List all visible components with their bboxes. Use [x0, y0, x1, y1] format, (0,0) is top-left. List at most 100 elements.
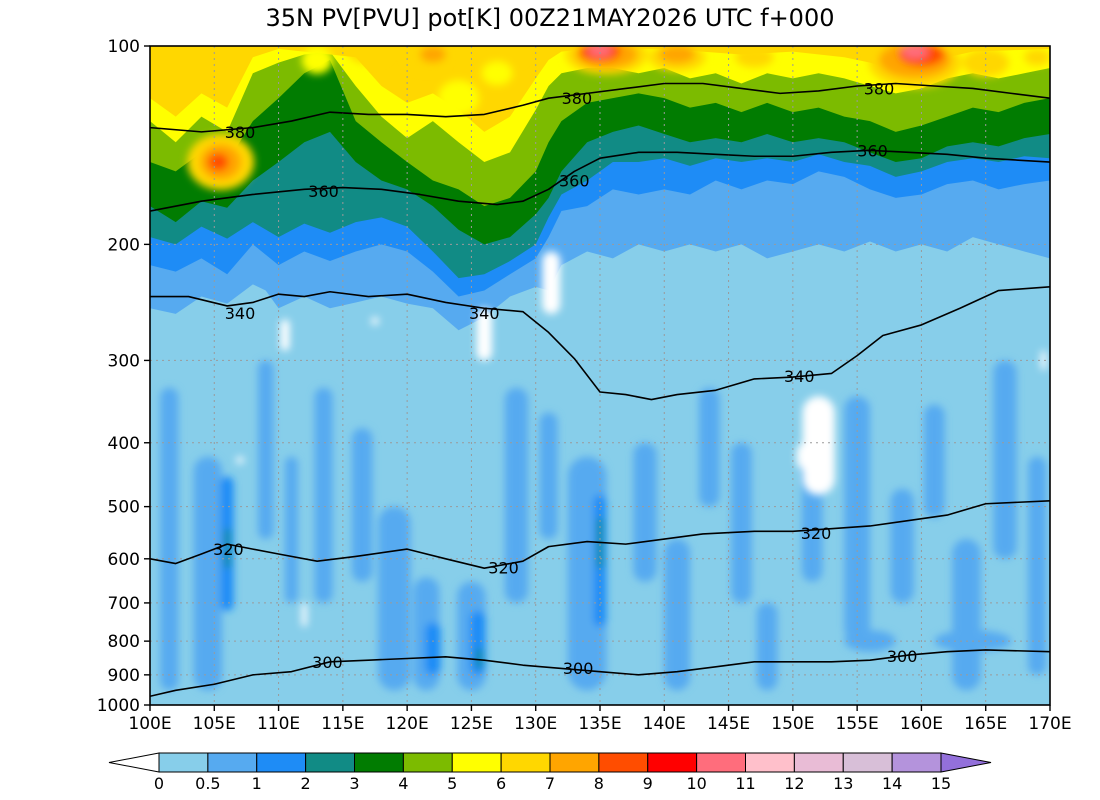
- colorbar-min-extension: [108, 752, 160, 773]
- x-tick-label: 110E: [257, 714, 300, 734]
- colorbar-label: 5: [447, 774, 457, 793]
- pv-field: [150, 46, 1050, 705]
- pv-maximum: [438, 80, 480, 117]
- colorbar-segment: [696, 752, 746, 773]
- pv-streak: [476, 648, 482, 669]
- theta-contour-380: [150, 82, 1050, 133]
- theta-contour-label: 360: [559, 172, 590, 191]
- pv-maximum: [494, 46, 526, 64]
- x-tick-label: 170E: [1028, 714, 1071, 734]
- pv-streak: [224, 528, 230, 569]
- y-tick-label: 100: [108, 37, 140, 57]
- theta-contour-label: 380: [562, 89, 593, 108]
- colorbar-label: 0: [154, 774, 164, 793]
- colorbar-label: 7: [545, 774, 555, 793]
- colorbar-segment: [549, 752, 600, 773]
- pv-band-6: [150, 46, 1050, 132]
- x-tick-label: 135E: [578, 714, 621, 734]
- y-tick-label: 700: [108, 594, 140, 614]
- colorbar-label: 10: [686, 774, 706, 793]
- colorbar-segment: [891, 752, 942, 773]
- pv-maximum: [735, 47, 774, 68]
- x-tick-label: 160E: [900, 714, 943, 734]
- y-tick-label: 400: [108, 434, 140, 454]
- x-tick-label: 120E: [386, 714, 429, 734]
- y-tick-label: 1000: [97, 696, 140, 716]
- pv-streak: [844, 396, 870, 642]
- colorbar-segment: [402, 752, 453, 773]
- theta-contour-label: 300: [312, 653, 343, 672]
- pv-streak: [425, 622, 441, 675]
- colorbar-label: 4: [398, 774, 408, 793]
- pv-streak: [731, 442, 752, 603]
- negative-pv-area: [542, 251, 561, 314]
- x-tick-label: 150E: [771, 714, 814, 734]
- theta-contour-label: 340: [469, 304, 500, 323]
- negative-pv-area: [1041, 350, 1047, 370]
- colorbar-segment: [745, 752, 795, 773]
- theta-contour-label: 340: [225, 304, 256, 323]
- y-tick-label: 500: [108, 498, 140, 518]
- y-tick-label: 800: [108, 632, 140, 652]
- pv-streaks: [160, 360, 1047, 691]
- theta-contour-label: 380: [225, 123, 256, 142]
- colorbar-label: 8: [594, 774, 604, 793]
- pv-streak: [664, 539, 690, 691]
- negative-pv-area: [371, 317, 379, 325]
- colorbar: 0 0.5 1 2 3 4 5 6 7 8 9 10 11 12 13 14 15: [108, 752, 992, 793]
- pv-streak: [314, 387, 333, 603]
- axes: 100E 105E 110E 115E 120E 125E 130E 135E 140E 145E…: [97, 37, 1072, 734]
- pv-maximum: [962, 48, 1009, 77]
- colorbar-segment: [793, 752, 844, 773]
- theta-contour-300: [150, 649, 1050, 698]
- colorbar-segment: [451, 752, 502, 773]
- pv-streak: [890, 488, 914, 603]
- pv-maxima: [187, 46, 1050, 191]
- colorbar-segment: [207, 752, 258, 773]
- x-tick-label: 100E: [128, 714, 171, 734]
- colorbar-max-extension: [940, 752, 992, 773]
- pv-maximum: [588, 46, 612, 57]
- pv-streak: [993, 360, 1017, 559]
- pv-streak: [193, 456, 222, 691]
- negative-pv-area: [802, 396, 835, 495]
- x-tick-label: 155E: [836, 714, 879, 734]
- theta-contour-label: 320: [801, 524, 832, 543]
- pv-streak: [952, 539, 981, 691]
- colorbar-segment: [354, 752, 404, 773]
- pv-maximum: [1024, 49, 1050, 66]
- colorbar-label: 0.5: [195, 774, 220, 793]
- colorbar-label: 3: [349, 774, 359, 793]
- pv-streak: [378, 506, 411, 691]
- theta-contour-320: [150, 500, 1050, 569]
- pv-streak: [160, 387, 179, 691]
- pv-maximum: [481, 61, 513, 86]
- colorbar-segment: [305, 752, 355, 773]
- colorbar-segment: [842, 752, 893, 773]
- pv-maximum: [659, 46, 696, 64]
- pv-maximum: [207, 153, 229, 172]
- y-tick-label: 600: [108, 550, 140, 570]
- pv-streak: [504, 387, 528, 603]
- colorbar-label: 9: [643, 774, 653, 793]
- pv-streak: [756, 602, 778, 691]
- x-tick-label: 105E: [193, 714, 236, 734]
- y-tick-label: 900: [108, 666, 140, 686]
- theta-contour-label: 320: [488, 558, 519, 577]
- colorbar-label: 12: [784, 774, 804, 793]
- pv-maximum: [902, 46, 928, 59]
- theta-contour-label: 380: [864, 79, 895, 98]
- x-tick-label: 130E: [514, 714, 557, 734]
- negative-pv-area: [236, 456, 244, 464]
- theta-contour-label: 320: [213, 540, 244, 559]
- theta-contour-340: [150, 286, 1050, 401]
- colorbar-label: 13: [833, 774, 853, 793]
- pv-streak: [258, 360, 274, 540]
- negative-pv-area: [280, 319, 290, 351]
- colorbar-label: 15: [931, 774, 951, 793]
- x-tick-label: 145E: [707, 714, 750, 734]
- negative-pv-area: [476, 308, 492, 361]
- y-tick-label: 200: [108, 235, 140, 255]
- theta-contour-360: [150, 149, 1050, 212]
- x-tick-label: 115E: [321, 714, 364, 734]
